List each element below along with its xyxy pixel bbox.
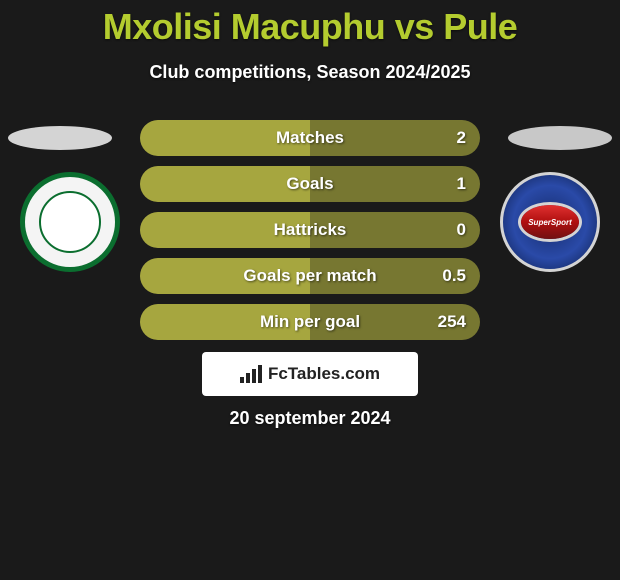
player-head-right xyxy=(508,126,612,150)
player-head-left xyxy=(8,126,112,150)
club-crest-right: SuperSport xyxy=(500,172,600,272)
stat-row-goals: Goals 1 xyxy=(140,166,480,202)
stat-label: Min per goal xyxy=(260,312,360,332)
date-line: 20 september 2024 xyxy=(0,408,620,429)
stat-value-right: 254 xyxy=(438,312,466,332)
club-crest-left-inner xyxy=(39,191,101,253)
brand-name: FcTables.com xyxy=(268,364,380,384)
stat-row-goals-per-match: Goals per match 0.5 xyxy=(140,258,480,294)
stat-fill xyxy=(140,166,310,202)
stat-value-right: 0.5 xyxy=(442,266,466,286)
brand-box[interactable]: FcTables.com xyxy=(202,352,418,396)
stat-row-hattricks: Hattricks 0 xyxy=(140,212,480,248)
stat-value-right: 1 xyxy=(457,174,466,194)
club-crest-left xyxy=(20,172,120,272)
comparison-title: Mxolisi Macuphu vs Pule xyxy=(0,0,620,48)
stat-label: Goals xyxy=(286,174,333,194)
stat-row-matches: Matches 2 xyxy=(140,120,480,156)
stat-value-right: 2 xyxy=(457,128,466,148)
stats-container: Matches 2 Goals 1 Hattricks 0 Goals per … xyxy=(140,120,480,350)
stat-label: Matches xyxy=(276,128,344,148)
chart-icon xyxy=(240,365,262,383)
stat-value-right: 0 xyxy=(457,220,466,240)
club-crest-right-inner: SuperSport xyxy=(521,205,579,239)
stat-label: Goals per match xyxy=(243,266,376,286)
stat-label: Hattricks xyxy=(274,220,347,240)
comparison-subtitle: Club competitions, Season 2024/2025 xyxy=(0,62,620,83)
stat-row-min-per-goal: Min per goal 254 xyxy=(140,304,480,340)
